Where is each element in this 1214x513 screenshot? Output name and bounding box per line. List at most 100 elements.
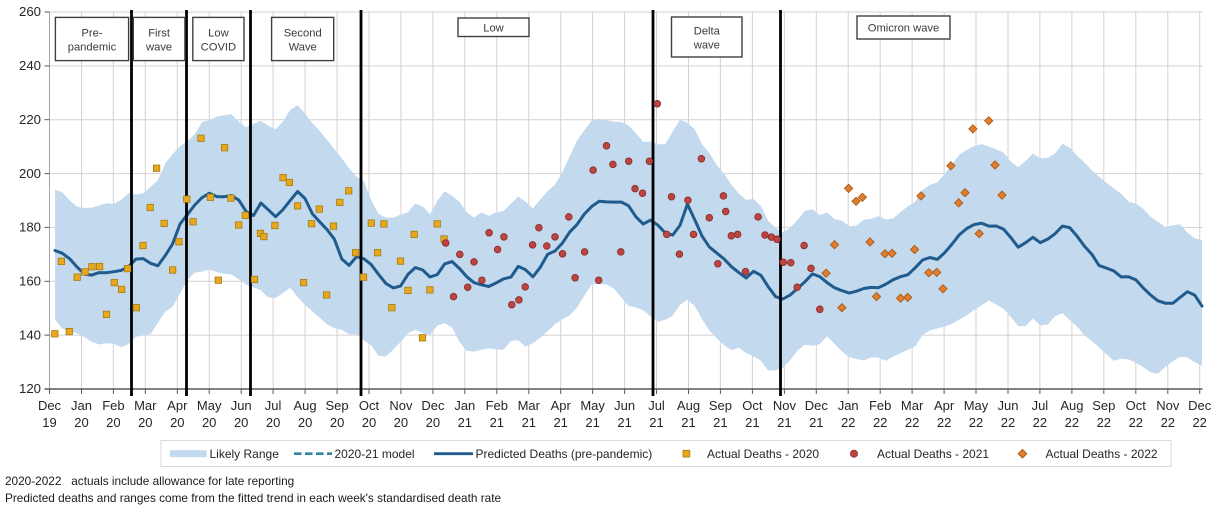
svg-text:Feb: Feb [869,398,891,413]
svg-text:Dec: Dec [1188,398,1212,413]
svg-text:21: 21 [458,415,472,430]
svg-text:wave: wave [693,39,720,51]
svg-text:Dec: Dec [38,398,62,413]
svg-text:20: 20 [202,415,216,430]
svg-text:22: 22 [1001,415,1015,430]
svg-text:First: First [148,27,171,39]
svg-text:21: 21 [649,415,663,430]
svg-text:Pre-: Pre- [81,27,102,39]
svg-text:Actual Deaths - 2020: Actual Deaths - 2020 [707,447,819,461]
svg-text:22: 22 [969,415,983,430]
svg-text:Mar: Mar [134,398,157,413]
svg-text:21: 21 [522,415,536,430]
svg-text:Sep: Sep [1092,398,1115,413]
svg-text:22: 22 [905,415,919,430]
svg-text:Low: Low [483,22,504,34]
svg-text:May: May [197,398,222,413]
svg-text:Delta: Delta [694,25,721,37]
svg-text:Wave: Wave [289,41,317,53]
svg-text:Jan: Jan [454,398,475,413]
svg-text:Jul: Jul [265,398,282,413]
svg-text:Oct: Oct [742,398,763,413]
svg-text:Predicted Deaths (pre-pandemic: Predicted Deaths (pre-pandemic) [476,447,653,461]
svg-text:Actual Deaths - 2022: Actual Deaths - 2022 [1046,447,1158,461]
svg-text:Nov: Nov [389,398,413,413]
svg-text:Feb: Feb [102,398,124,413]
svg-text:May: May [580,398,605,413]
svg-text:Actual Deaths - 2021: Actual Deaths - 2021 [877,447,989,461]
svg-text:21: 21 [809,415,823,430]
svg-text:Jan: Jan [838,398,859,413]
svg-text:Second: Second [284,27,322,39]
svg-text:Jun: Jun [614,398,635,413]
svg-text:20: 20 [138,415,152,430]
svg-text:20: 20 [266,415,280,430]
svg-text:20: 20 [426,415,440,430]
svg-text:220: 220 [19,112,41,127]
svg-text:2020-21 model: 2020-21 model [335,447,415,461]
svg-text:140: 140 [19,327,41,342]
svg-text:Mar: Mar [518,398,541,413]
svg-text:Jul: Jul [648,398,665,413]
svg-text:Sep: Sep [326,398,349,413]
svg-text:180: 180 [19,220,41,235]
svg-text:Predicted deaths and ranges co: Predicted deaths and ranges come from th… [5,491,501,505]
svg-text:Jan: Jan [71,398,92,413]
svg-text:Aug: Aug [1060,398,1083,413]
svg-text:Likely Range: Likely Range [210,447,280,461]
svg-text:20: 20 [106,415,120,430]
svg-text:21: 21 [777,415,791,430]
svg-text:Aug: Aug [294,398,317,413]
svg-text:22: 22 [937,415,951,430]
svg-text:20: 20 [74,415,88,430]
svg-text:240: 240 [19,58,41,73]
svg-text:20: 20 [394,415,408,430]
svg-text:160: 160 [19,274,41,289]
svg-text:wave: wave [145,41,172,53]
svg-text:20: 20 [362,415,376,430]
svg-text:Apr: Apr [167,398,188,413]
svg-text:Low: Low [208,27,229,39]
svg-text:120: 120 [19,381,41,396]
svg-text:21: 21 [585,415,599,430]
svg-text:21: 21 [745,415,759,430]
svg-text:22: 22 [1097,415,1111,430]
svg-text:260: 260 [19,4,41,19]
svg-text:Sep: Sep [709,398,732,413]
svg-text:21: 21 [553,415,567,430]
svg-text:Feb: Feb [486,398,508,413]
svg-text:Mar: Mar [901,398,924,413]
svg-text:22: 22 [1033,415,1047,430]
svg-text:Oct: Oct [1126,398,1147,413]
svg-text:Apr: Apr [934,398,955,413]
svg-text:20: 20 [330,415,344,430]
svg-text:COVID: COVID [201,41,236,53]
svg-text:pandemic: pandemic [68,41,117,53]
svg-text:22: 22 [873,415,887,430]
svg-text:22: 22 [1161,415,1175,430]
svg-text:Dec: Dec [421,398,445,413]
svg-text:19: 19 [42,415,56,430]
svg-text:22: 22 [1129,415,1143,430]
svg-text:Jul: Jul [1032,398,1049,413]
svg-text:22: 22 [1192,415,1206,430]
svg-text:20: 20 [298,415,312,430]
svg-text:Nov: Nov [773,398,797,413]
svg-text:22: 22 [841,415,855,430]
svg-text:22: 22 [1065,415,1079,430]
svg-text:Nov: Nov [1156,398,1180,413]
svg-text:20: 20 [170,415,184,430]
svg-text:Oct: Oct [359,398,380,413]
svg-text:20: 20 [234,415,248,430]
svg-text:Omicron wave: Omicron wave [868,23,940,35]
svg-text:21: 21 [490,415,504,430]
svg-text:21: 21 [617,415,631,430]
svg-text:Jun: Jun [231,398,252,413]
svg-text:2020-2022 actuals include al: 2020-2022 actuals include allowance for … [5,474,294,488]
svg-text:21: 21 [713,415,727,430]
svg-text:Apr: Apr [551,398,572,413]
svg-text:21: 21 [681,415,695,430]
svg-text:Jun: Jun [998,398,1019,413]
svg-text:May: May [964,398,989,413]
svg-text:Aug: Aug [677,398,700,413]
